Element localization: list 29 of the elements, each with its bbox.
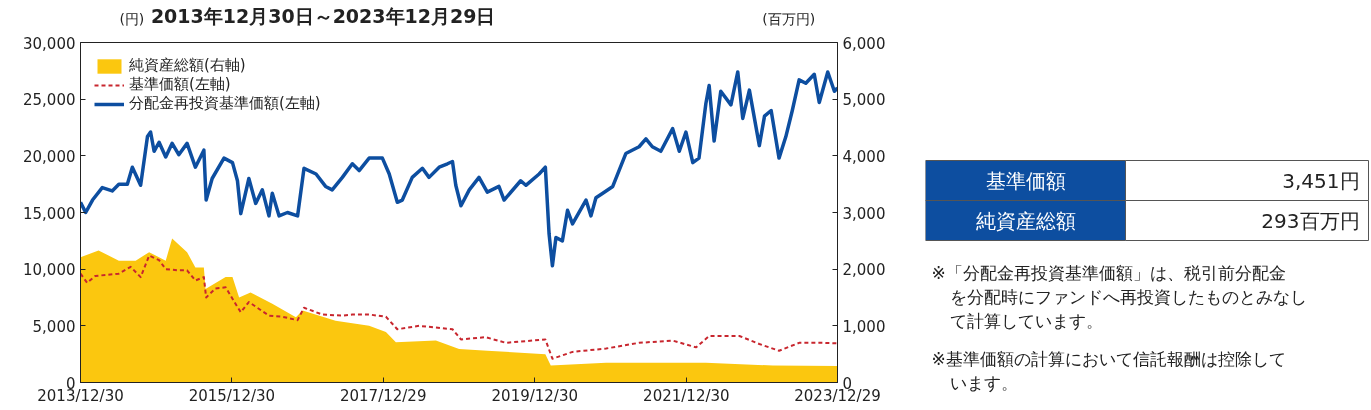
y2-tick-label: 1,000: [842, 317, 886, 336]
x-tick-label: 2019/12/30: [491, 386, 579, 405]
chart-title: 2013年12月30日～2023年12月29日: [150, 4, 496, 27]
y2-tick-label: 4,000: [842, 147, 886, 166]
y-tick-label: 5,000: [32, 317, 76, 336]
legend-label: 純資産総額(右軸): [129, 56, 246, 75]
text: 純資産総額: [975, 208, 1076, 233]
line-series: [80, 254, 838, 360]
y2-tick-label: 6,000: [842, 34, 886, 53]
text: 基準価額: [985, 168, 1066, 193]
text: 3,451円: [1282, 168, 1360, 193]
y-tick-label: 30,000: [23, 34, 76, 53]
y-tick-label: 20,000: [23, 147, 76, 166]
y-tick-label: 10,000: [23, 261, 76, 280]
x-tick-label: 2015/12/30: [188, 386, 276, 405]
y-tick-label: 15,000: [23, 204, 76, 223]
y2-tick-label: 3,000: [842, 204, 886, 223]
y-tick-label: 25,000: [23, 91, 76, 110]
y2-axis-title: (百万円): [762, 10, 816, 27]
x-tick-label: 2021/12/30: [643, 386, 730, 405]
x-tick-label: 2017/12/29: [339, 386, 427, 405]
legend-label: 基準価額(左軸): [129, 75, 231, 94]
legend-label: 分配金再投資基準価額(左軸): [129, 94, 321, 113]
y2-tick-label: 2,000: [842, 261, 886, 280]
y2-tick-label: 5,000: [842, 91, 886, 110]
text: ※基準価額の計算において信託報酬は控除しています。: [931, 348, 1286, 393]
y-axis-title: (円): [119, 10, 145, 27]
text: ※「分配金再投資基準価額」は、税引前分配金を分配時にファンドへ再投資したものとみなして計算しています。: [931, 262, 1307, 331]
text: 293百万円: [1261, 208, 1360, 233]
